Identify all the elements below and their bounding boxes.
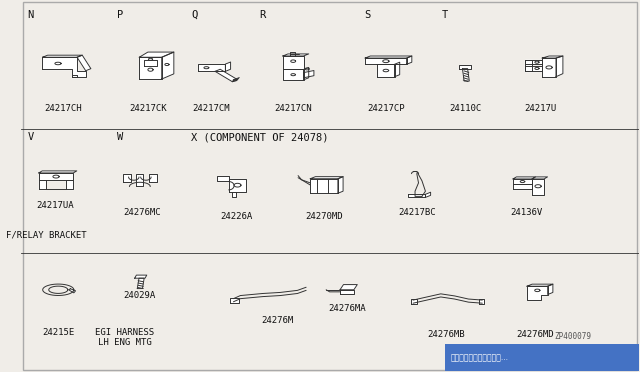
Polygon shape xyxy=(42,57,86,77)
Text: 24270MD: 24270MD xyxy=(305,212,343,221)
Polygon shape xyxy=(283,54,308,56)
Polygon shape xyxy=(338,177,343,193)
Polygon shape xyxy=(556,56,563,77)
Polygon shape xyxy=(140,57,162,79)
Polygon shape xyxy=(459,65,471,68)
Text: V: V xyxy=(28,132,33,142)
Text: X (COMPONENT OF 24078): X (COMPONENT OF 24078) xyxy=(191,132,329,142)
Polygon shape xyxy=(148,174,157,182)
Text: 24136V: 24136V xyxy=(511,208,543,217)
Polygon shape xyxy=(283,56,303,70)
Polygon shape xyxy=(527,284,553,286)
Polygon shape xyxy=(513,184,532,189)
FancyBboxPatch shape xyxy=(445,343,639,371)
Polygon shape xyxy=(532,177,548,179)
Text: P: P xyxy=(117,10,124,20)
Polygon shape xyxy=(232,77,239,82)
Text: T: T xyxy=(442,10,448,20)
Text: 24217CN: 24217CN xyxy=(275,105,312,113)
Polygon shape xyxy=(310,179,338,193)
Polygon shape xyxy=(542,58,556,77)
Polygon shape xyxy=(525,66,542,71)
Polygon shape xyxy=(217,176,229,181)
Polygon shape xyxy=(542,56,563,58)
Polygon shape xyxy=(145,60,157,65)
Text: 24029A: 24029A xyxy=(124,291,156,299)
Polygon shape xyxy=(426,192,431,198)
Text: 24226A: 24226A xyxy=(220,212,252,221)
Polygon shape xyxy=(394,62,400,77)
Polygon shape xyxy=(72,75,77,77)
Polygon shape xyxy=(140,52,174,57)
Polygon shape xyxy=(77,55,91,71)
Polygon shape xyxy=(365,58,406,64)
Polygon shape xyxy=(408,194,426,198)
Polygon shape xyxy=(122,174,131,182)
Text: Q: Q xyxy=(191,10,197,20)
Text: 24217BC: 24217BC xyxy=(398,208,436,217)
Text: 24217CH: 24217CH xyxy=(44,105,82,113)
Polygon shape xyxy=(42,55,82,57)
Text: 24276M: 24276M xyxy=(262,317,294,326)
Text: 隐藏您不活动的通知图标...: 隐藏您不活动的通知图标... xyxy=(451,353,509,362)
Polygon shape xyxy=(462,68,469,81)
Polygon shape xyxy=(412,299,417,304)
Polygon shape xyxy=(290,52,295,56)
Text: N: N xyxy=(28,10,33,20)
Text: 24276MB: 24276MB xyxy=(428,330,465,339)
Polygon shape xyxy=(39,180,45,189)
Text: 24217U: 24217U xyxy=(524,105,557,113)
Polygon shape xyxy=(532,179,544,195)
Polygon shape xyxy=(162,52,174,79)
Text: 24276MD: 24276MD xyxy=(516,330,554,339)
Text: R: R xyxy=(259,10,266,20)
Polygon shape xyxy=(377,64,394,77)
Polygon shape xyxy=(39,173,74,180)
Polygon shape xyxy=(527,286,548,300)
Polygon shape xyxy=(198,64,225,71)
Polygon shape xyxy=(303,71,314,78)
Polygon shape xyxy=(548,284,553,295)
Polygon shape xyxy=(479,299,484,304)
Polygon shape xyxy=(340,285,357,290)
Text: 24217UA: 24217UA xyxy=(36,201,74,210)
Polygon shape xyxy=(137,278,144,289)
Polygon shape xyxy=(232,192,236,196)
Text: F/RELAY BRACKET: F/RELAY BRACKET xyxy=(6,231,86,240)
Polygon shape xyxy=(225,62,230,71)
Text: EGI HARNESS
LH ENG MTG: EGI HARNESS LH ENG MTG xyxy=(95,328,155,347)
Text: 24217CK: 24217CK xyxy=(129,105,166,113)
Polygon shape xyxy=(283,70,303,80)
Polygon shape xyxy=(513,177,536,179)
Polygon shape xyxy=(67,180,74,189)
Text: 24217CP: 24217CP xyxy=(367,105,404,113)
Text: 24276MA: 24276MA xyxy=(329,304,366,313)
Text: 24215E: 24215E xyxy=(42,328,74,337)
Polygon shape xyxy=(229,179,246,192)
Polygon shape xyxy=(525,60,542,64)
Text: 24110C: 24110C xyxy=(449,105,481,113)
Polygon shape xyxy=(406,56,412,64)
Polygon shape xyxy=(513,179,532,184)
Text: S: S xyxy=(364,10,371,20)
Polygon shape xyxy=(525,60,532,71)
Polygon shape xyxy=(310,177,343,179)
Text: 24217CM: 24217CM xyxy=(193,105,230,113)
Polygon shape xyxy=(134,275,147,278)
Text: ZP400079: ZP400079 xyxy=(554,332,591,341)
Polygon shape xyxy=(136,174,143,186)
Polygon shape xyxy=(230,298,239,303)
Polygon shape xyxy=(365,56,412,58)
Polygon shape xyxy=(303,67,308,80)
Text: W: W xyxy=(117,132,124,142)
Polygon shape xyxy=(68,289,76,293)
Polygon shape xyxy=(39,171,77,173)
Polygon shape xyxy=(215,69,237,82)
Polygon shape xyxy=(340,290,354,294)
Text: 24276MC: 24276MC xyxy=(123,208,161,217)
